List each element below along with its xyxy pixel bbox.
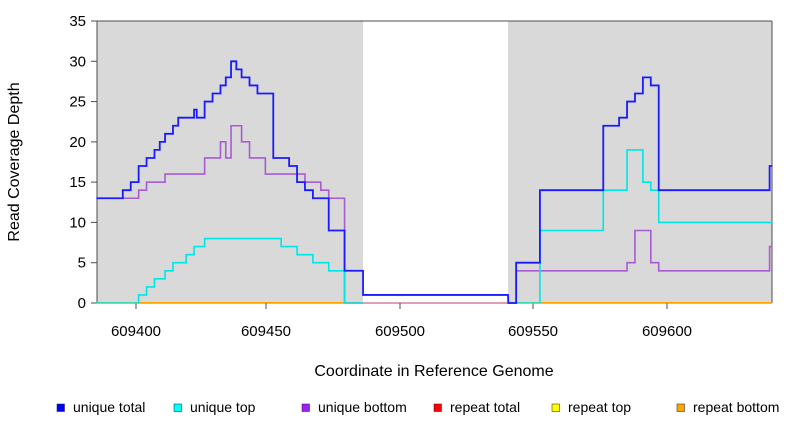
svg-text:repeat bottom: repeat bottom: [693, 399, 779, 415]
svg-text:609600: 609600: [642, 323, 692, 340]
svg-text:Coordinate in Reference Genome: Coordinate in Reference Genome: [314, 363, 553, 380]
svg-text:15: 15: [69, 174, 86, 191]
svg-text:10: 10: [69, 214, 86, 231]
svg-text:Read Coverage Depth: Read Coverage Depth: [6, 82, 23, 241]
svg-text:609500: 609500: [375, 323, 425, 340]
svg-text:unique bottom: unique bottom: [318, 399, 407, 415]
svg-text:609400: 609400: [111, 323, 161, 340]
svg-text:30: 30: [69, 53, 86, 70]
svg-text:unique top: unique top: [190, 399, 256, 415]
svg-text:20: 20: [69, 134, 86, 151]
svg-text:35: 35: [69, 13, 86, 30]
svg-text:repeat total: repeat total: [450, 399, 520, 415]
svg-text:609450: 609450: [241, 323, 291, 340]
svg-text:25: 25: [69, 94, 86, 111]
svg-text:5: 5: [78, 255, 86, 272]
svg-text:repeat top: repeat top: [568, 399, 631, 415]
svg-text:609550: 609550: [508, 323, 558, 340]
svg-text:0: 0: [78, 295, 86, 312]
svg-text:unique total: unique total: [73, 399, 145, 415]
